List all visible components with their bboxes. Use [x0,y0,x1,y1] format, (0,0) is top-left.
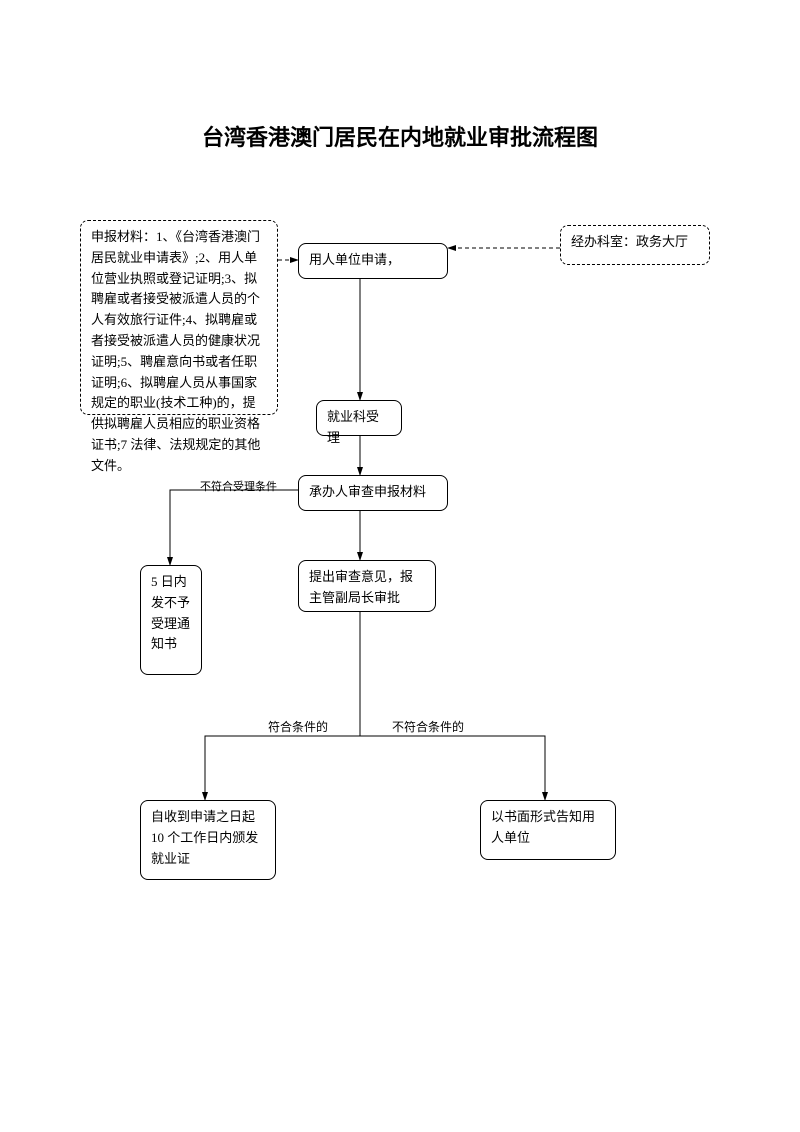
node-opinion: 提出审查意见，报主管副局长审批 [298,560,436,612]
label-unqualified: 不符合条件的 [392,718,464,735]
node-notify: 以书面形式告知用人单位 [480,800,616,860]
node-reject5: 5 日内发不予受理通知书 [140,565,202,675]
node-office: 经办科室：政务大厅 [560,225,710,265]
label-qualified: 符合条件的 [268,718,328,735]
node-issue: 自收到申请之日起 10 个工作日内颁发就业证 [140,800,276,880]
node-apply: 用人单位申请， [298,243,448,279]
node-review: 承办人审查申报材料 [298,475,448,511]
label-not-accept: 不符合受理条件 [200,478,277,494]
node-accept: 就业科受理 [316,400,402,436]
page-title: 台湾香港澳门居民在内地就业审批流程图 [0,120,800,152]
node-materials: 申报材料：1、《台湾香港澳门居民就业申请表》;2、用人单位营业执照或登记证明;3… [80,220,278,415]
